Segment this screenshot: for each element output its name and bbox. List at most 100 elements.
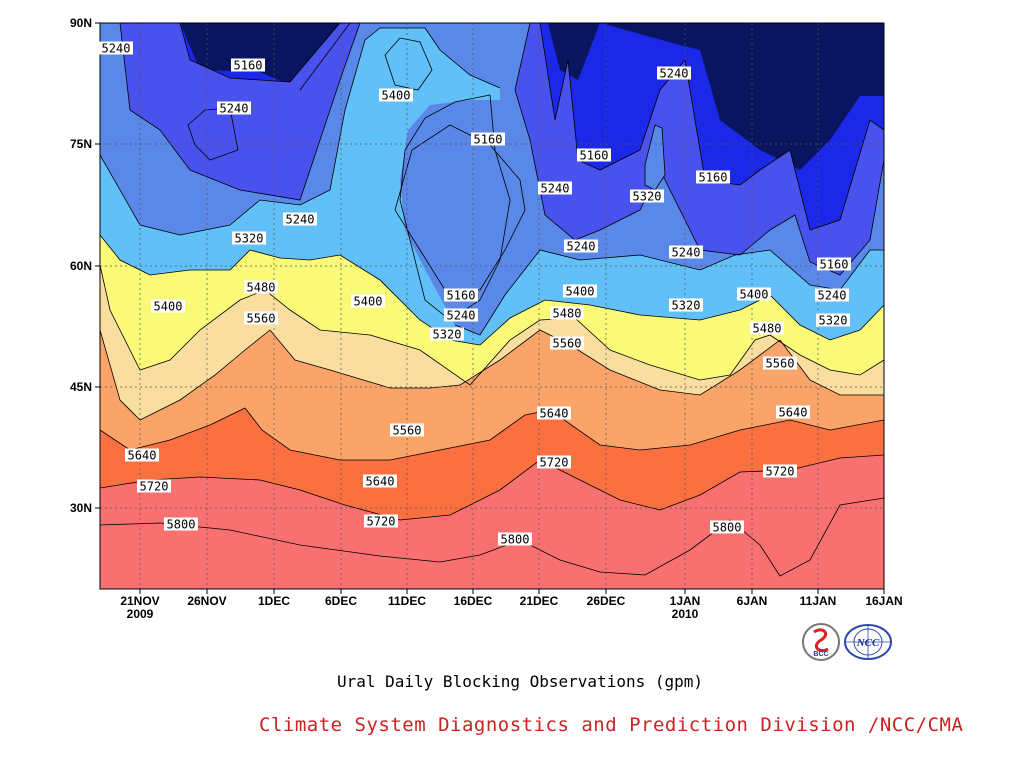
contour-label: 5320 — [633, 190, 662, 204]
contour-label: 5560 — [553, 337, 582, 351]
x-tick-label: 1JAN — [670, 594, 701, 608]
contour-label-bg — [99, 41, 133, 55]
contour-label: 5240 — [818, 289, 847, 303]
contour-line — [100, 497, 884, 577]
x-tick-label: 6JAN — [737, 594, 768, 608]
contour-label: 5240 — [672, 246, 701, 260]
plot-frame — [99, 22, 885, 590]
contour-label: 5400 — [382, 89, 411, 103]
x-tick-label: 1DEC — [258, 594, 290, 608]
contour-label-bg — [137, 479, 171, 493]
x-tick-sublabel: 2009 — [127, 607, 154, 621]
contour-label: 5240 — [567, 240, 596, 254]
contour-label: 5640 — [540, 407, 569, 421]
x-tick-label: 11DEC — [388, 594, 426, 608]
contour-labels: 5240 5160 5240 5400 5160 5240 5160 5240 5320 5160… — [99, 41, 851, 547]
contour-label-bg — [217, 101, 251, 115]
contour-label-bg — [537, 406, 571, 420]
contour-label-bg — [537, 455, 571, 469]
contour-label-bg — [696, 170, 730, 184]
contour-label-bg — [776, 405, 810, 419]
contour-label-bg — [669, 298, 703, 312]
contour-label-bg — [630, 189, 664, 203]
contour-label: 5480 — [553, 307, 582, 321]
contour-label-bg — [817, 257, 851, 271]
contour-label-bg — [283, 212, 317, 226]
x-tick-label: 26DEC — [587, 594, 626, 608]
contour-label-bg — [471, 132, 505, 146]
fill-above-5800 — [100, 498, 884, 589]
contour-label: 5560 — [766, 357, 795, 371]
contour-label-bg — [151, 299, 185, 313]
contour-label-bg — [763, 356, 797, 370]
x-tick-label: 16DEC — [454, 594, 493, 608]
contour-label: 5640 — [779, 406, 808, 420]
y-tick-label: 45N — [70, 380, 92, 394]
contour-label: 5320 — [819, 314, 848, 328]
contour-line — [100, 264, 884, 386]
y-tick-label: 30N — [70, 501, 92, 515]
contour-label: 5720 — [766, 465, 795, 479]
contour-label-bg — [390, 423, 424, 437]
contour-line — [644, 124, 666, 191]
contour-label-bg — [538, 181, 572, 195]
contour-label: 5400 — [154, 300, 183, 314]
y-tick-label: 60N — [70, 259, 92, 273]
contour-label: 5400 — [354, 295, 383, 309]
contour-label: 5800 — [713, 521, 742, 535]
contour-label-bg — [763, 464, 797, 478]
contour-label: 5320 — [672, 299, 701, 313]
contour-label-bg — [498, 532, 532, 546]
contour-line — [100, 407, 884, 461]
contour-line — [100, 454, 884, 521]
contour-label: 5720 — [367, 515, 396, 529]
contour-label-bg — [379, 88, 413, 102]
contour-label-bg — [669, 245, 703, 259]
contour-label-bg — [710, 520, 744, 534]
x-tick-label: 21NOV — [120, 594, 159, 608]
contour-label-bg — [815, 288, 849, 302]
x-tick-label: 16JAN — [865, 594, 902, 608]
contour-label-bg — [164, 517, 198, 531]
contour-label-bg — [351, 294, 385, 308]
contour-label: 5320 — [235, 232, 264, 246]
contour-label: 5240 — [541, 182, 570, 196]
x-tick-label: 21DEC — [520, 594, 559, 608]
contour-label: 5240 — [220, 102, 249, 116]
contour-label: 5160 — [474, 133, 503, 147]
contour-label-bg — [244, 311, 278, 325]
contour-label: 5240 — [660, 67, 689, 81]
contour-label: 5240 — [447, 309, 476, 323]
y-axis: 90N 75N 60N 45N 30N — [70, 16, 100, 515]
contour-label-bg — [737, 287, 771, 301]
contour-line — [100, 329, 884, 421]
contour-label-bg — [550, 306, 584, 320]
ncc-logo: NCC — [844, 624, 892, 660]
x-tick-label: 6DEC — [325, 594, 357, 608]
contour-label-bg — [244, 280, 278, 294]
contour-label-bg — [563, 284, 597, 298]
chart-title: Ural Daily Blocking Observations (gpm) — [336, 672, 704, 691]
contour-line — [384, 37, 433, 91]
ncc-logo-text: NCC — [856, 637, 880, 649]
contour-label: 5720 — [540, 456, 569, 470]
contour-label-bg — [444, 288, 478, 302]
contour-line — [179, 23, 341, 83]
contour-label: 5400 — [740, 288, 769, 302]
contour-label: 5160 — [447, 289, 476, 303]
contour-lines — [100, 23, 884, 577]
x-tick-label: 11JAN — [800, 594, 837, 608]
contour-label: 5480 — [247, 281, 276, 295]
contour-label: 5720 — [140, 480, 169, 494]
contour-label: 5240 — [286, 213, 315, 227]
contour-label-bg — [232, 231, 266, 245]
contour-label: 5560 — [247, 312, 276, 326]
contour-label-bg — [430, 327, 464, 341]
contour-label: 5400 — [566, 285, 595, 299]
contour-label: 5320 — [433, 328, 462, 342]
contour-label: 5640 — [128, 449, 157, 463]
contour-line — [100, 27, 501, 236]
contour-label-bg — [364, 514, 398, 528]
contour-label: 5800 — [167, 518, 196, 532]
